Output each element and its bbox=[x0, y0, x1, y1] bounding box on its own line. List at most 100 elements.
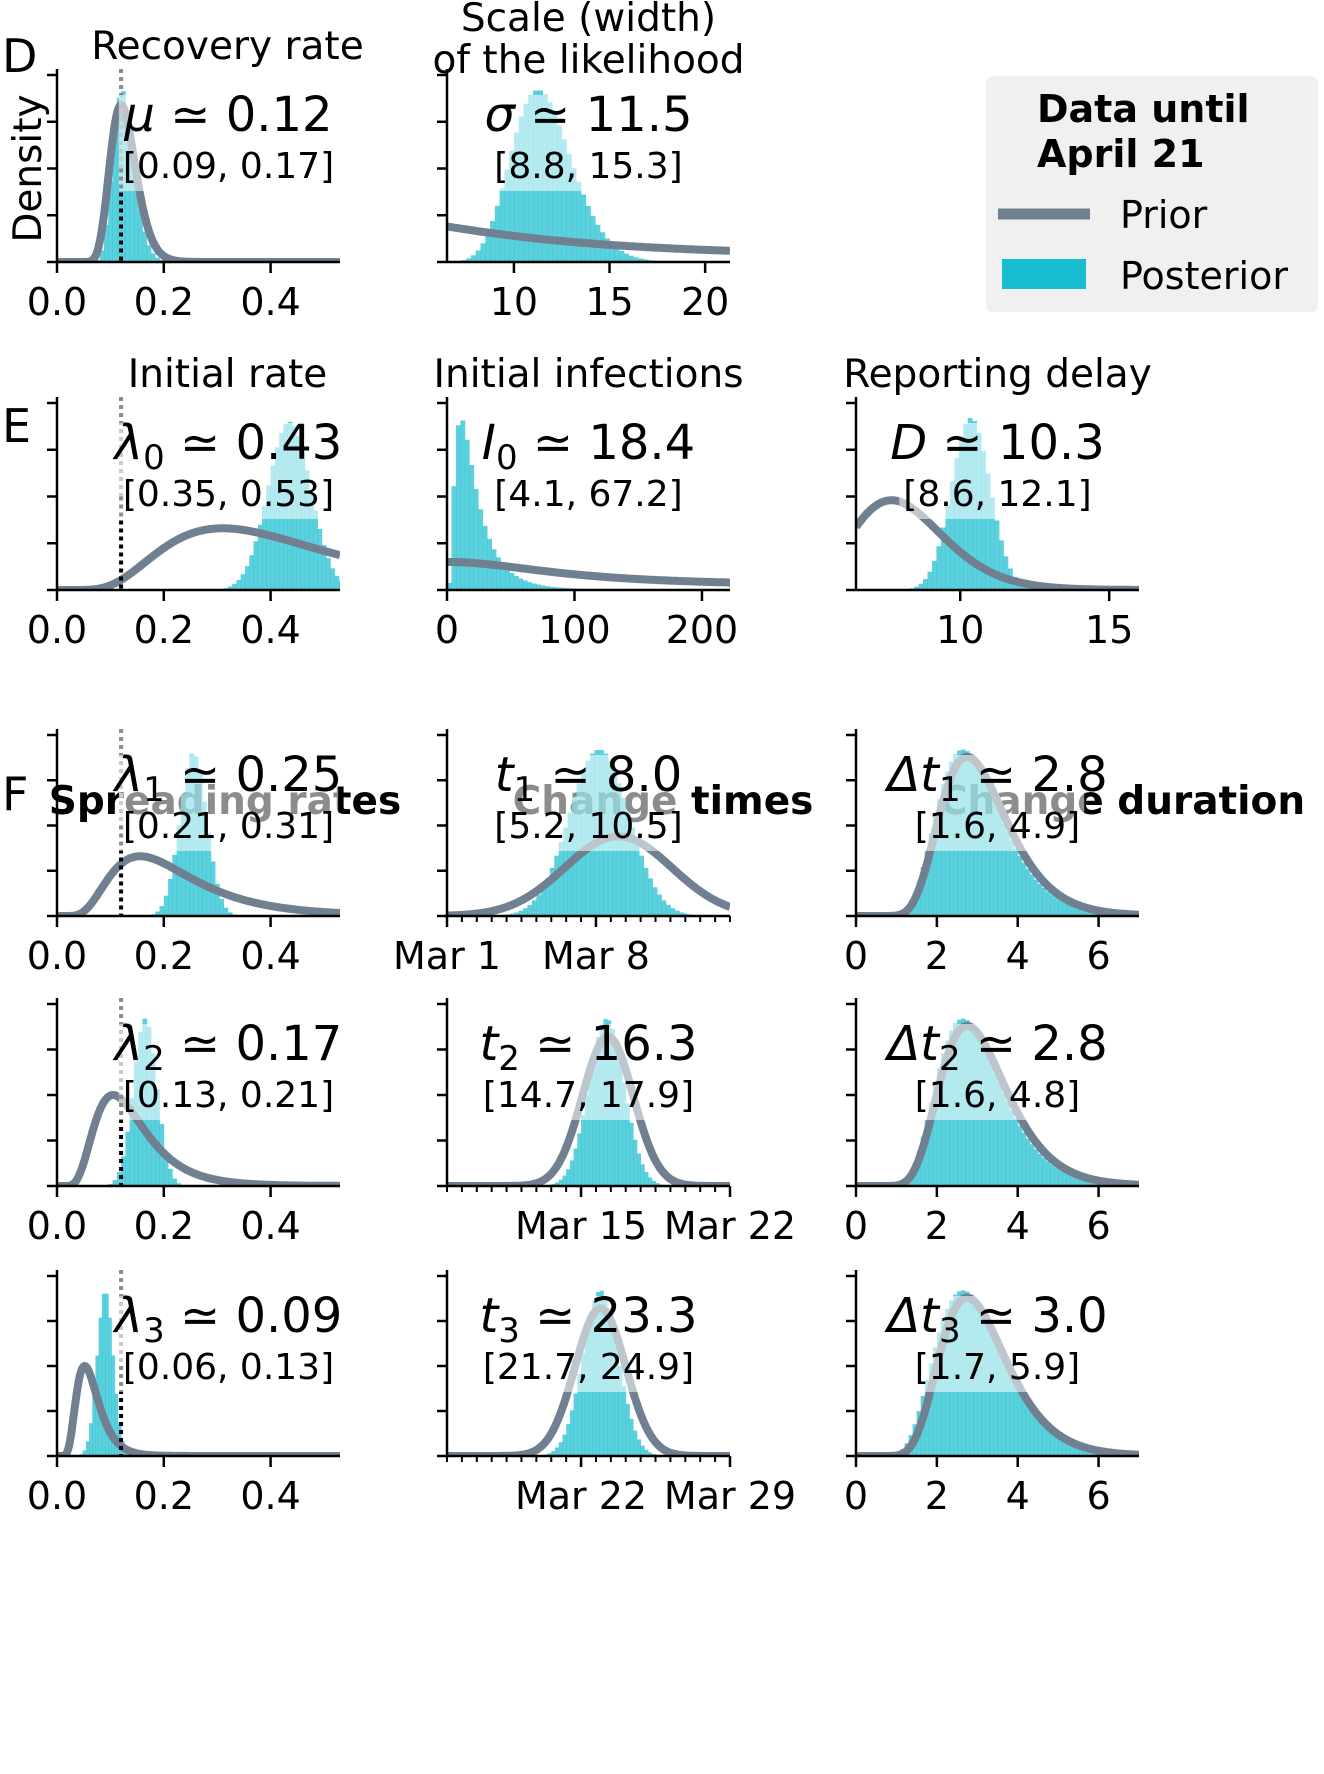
posterior-bar bbox=[1001, 1092, 1006, 1186]
posterior-bar bbox=[82, 1450, 87, 1456]
posterior-bar bbox=[518, 578, 524, 590]
credible-interval-initial_infections: [4.1, 67.2] bbox=[494, 474, 682, 515]
x-tick-label: 0.4 bbox=[240, 608, 300, 652]
estimate-backing bbox=[118, 1024, 339, 1120]
plot-area-initial_infections bbox=[447, 420, 730, 590]
credible-interval-dt1: [1.6, 4.9] bbox=[915, 806, 1080, 847]
posterior-bar bbox=[545, 878, 551, 916]
posterior-bar bbox=[522, 908, 528, 916]
posterior-bar bbox=[1050, 894, 1055, 916]
posterior-bar bbox=[931, 560, 937, 590]
posterior-bar bbox=[630, 827, 636, 916]
posterior-bar bbox=[505, 568, 510, 590]
posterior-bar bbox=[89, 1423, 93, 1456]
posterior-bar bbox=[163, 895, 169, 916]
x-tick-label: 6 bbox=[1086, 1474, 1110, 1518]
posterior-bar bbox=[1033, 879, 1039, 916]
estimate-lambda1: λ1 ≃ 0.25 bbox=[112, 747, 343, 810]
posterior-bar bbox=[640, 1445, 645, 1456]
posterior-bar bbox=[232, 583, 237, 590]
posterior-bar bbox=[554, 855, 560, 916]
posterior-bar bbox=[1058, 1169, 1063, 1186]
legend-posterior-swatch bbox=[1002, 259, 1086, 289]
panel-title-recovery: Recovery rate bbox=[91, 24, 363, 69]
credible-interval-reporting_delay: [8.6, 12.1] bbox=[903, 474, 1091, 515]
posterior-bar bbox=[455, 425, 461, 590]
x-tick-label: 0.0 bbox=[27, 1474, 87, 1518]
posterior-bar bbox=[223, 907, 229, 916]
posterior-bar bbox=[633, 1139, 638, 1186]
posterior-bar bbox=[569, 1410, 575, 1456]
posterior-bar bbox=[636, 1153, 642, 1186]
posterior-bar bbox=[566, 1423, 571, 1456]
posterior-bar bbox=[527, 582, 533, 590]
posterior-bar bbox=[981, 451, 986, 590]
posterior-bar bbox=[920, 1136, 926, 1186]
posterior-bar bbox=[92, 1393, 96, 1456]
posterior-bar bbox=[936, 1332, 942, 1456]
posterior-bar bbox=[566, 1169, 571, 1186]
posterior-bar bbox=[622, 1082, 627, 1186]
posterior-bar bbox=[1005, 832, 1011, 916]
posterior-bar bbox=[1021, 1391, 1027, 1456]
posterior-bar bbox=[531, 900, 537, 916]
posterior-bar bbox=[993, 804, 998, 916]
panel-initial_infections: I0 ≃ 18.4[4.1, 67.2] 0 100 200 Initial infec… bbox=[433, 352, 743, 652]
posterior-bar bbox=[491, 549, 497, 590]
estimate-lambda2: λ2 ≃ 0.17 bbox=[112, 1016, 343, 1079]
x-tick-label: 0.2 bbox=[134, 1474, 194, 1518]
posterior-bar bbox=[618, 1061, 623, 1186]
posterior-bar bbox=[1050, 1425, 1055, 1456]
posterior-bar bbox=[989, 794, 994, 916]
posterior-bar bbox=[661, 900, 667, 916]
posterior-bar bbox=[1005, 1361, 1011, 1456]
posterior-bar bbox=[924, 1120, 930, 1186]
estimate-backing bbox=[910, 1296, 1085, 1392]
posterior-bar bbox=[636, 1439, 642, 1456]
posterior-bar bbox=[1021, 862, 1027, 916]
estimate-backing bbox=[910, 1024, 1085, 1120]
x-tick-label: 15 bbox=[585, 280, 633, 324]
posterior-bar bbox=[1054, 897, 1059, 916]
legend-title-line2: April 21 bbox=[1037, 132, 1205, 176]
x-tick-label: 0 bbox=[844, 1204, 868, 1248]
posterior-bar bbox=[129, 1098, 135, 1186]
estimate-reporting_delay: D ≃ 10.3 bbox=[890, 415, 1105, 471]
posterior-bar bbox=[101, 1293, 106, 1456]
posterior-bar bbox=[928, 833, 934, 916]
x-tick-label: 0.0 bbox=[27, 608, 87, 652]
posterior-bar bbox=[1139, 1185, 1140, 1186]
posterior-bar bbox=[133, 180, 139, 262]
x-tick-label: 0.4 bbox=[240, 1204, 300, 1248]
estimate-dt2: Δt2 ≃ 2.8 bbox=[883, 1016, 1107, 1079]
posterior-bar bbox=[180, 793, 186, 916]
posterior-bar bbox=[640, 1164, 645, 1186]
posterior-bar bbox=[1139, 1454, 1140, 1456]
posterior-bar bbox=[639, 855, 645, 916]
posterior-bar bbox=[580, 194, 587, 262]
posterior-bar bbox=[1054, 1428, 1059, 1456]
posterior-bar bbox=[317, 529, 323, 590]
posterior-bar bbox=[562, 1434, 567, 1456]
posterior-bar bbox=[114, 1393, 119, 1456]
posterior-bar bbox=[125, 1131, 131, 1186]
posterior-bar bbox=[634, 842, 640, 916]
posterior-bar bbox=[936, 799, 942, 916]
posterior-bar bbox=[499, 188, 505, 262]
posterior-bar bbox=[321, 545, 327, 590]
posterior-bar bbox=[478, 509, 484, 590]
posterior-bar bbox=[1058, 1431, 1063, 1456]
posterior-bar bbox=[554, 587, 559, 590]
posterior-bar bbox=[150, 253, 156, 262]
posterior-bar bbox=[300, 451, 306, 590]
posterior-bar bbox=[936, 1068, 942, 1186]
posterior-bar bbox=[1062, 902, 1067, 916]
posterior-bar bbox=[1001, 1353, 1006, 1456]
posterior-bar bbox=[614, 247, 620, 262]
posterior-bar bbox=[625, 1403, 630, 1456]
posterior-bar bbox=[1021, 1132, 1027, 1186]
estimate-t2: t2 ≃ 16.3 bbox=[479, 1016, 697, 1079]
posterior-bar bbox=[138, 210, 143, 262]
x-tick-label: Mar 8 bbox=[542, 934, 650, 978]
credible-interval-lambda3: [0.06, 0.13] bbox=[123, 1347, 334, 1388]
